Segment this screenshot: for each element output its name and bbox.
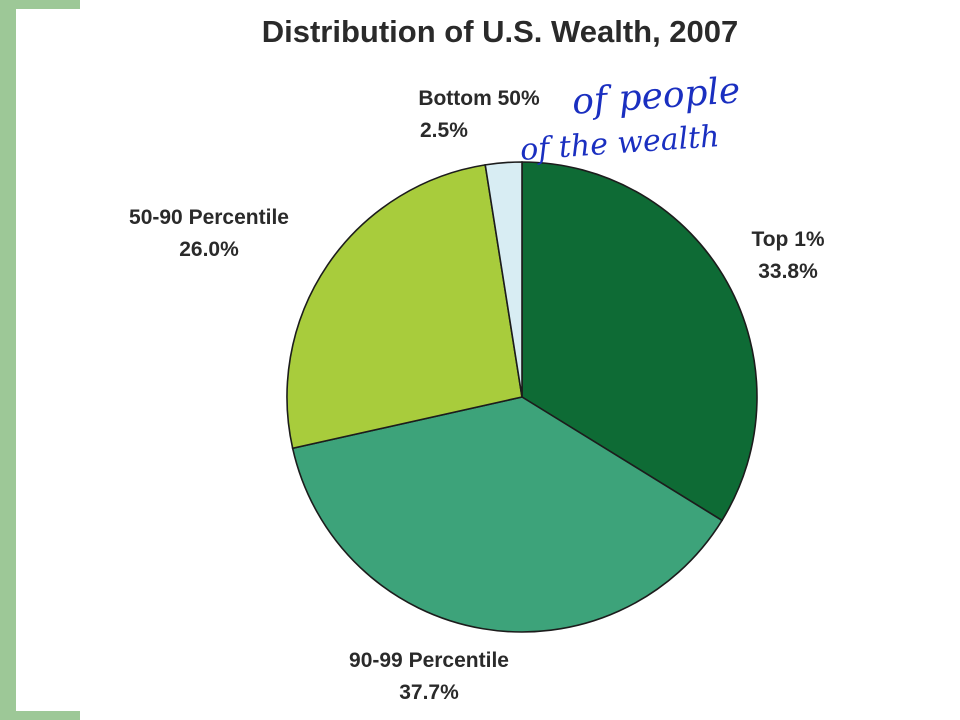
slice-label-text: 90-99 Percentile (349, 649, 509, 672)
pie-slice-90-99 (291, 396, 724, 633)
slice-label-top-1: Top 1% 33.8% (720, 224, 856, 288)
slice-value-label: 37.7% (399, 681, 459, 704)
slide-accent-bar-bottom (0, 711, 80, 720)
slice-value-label: 2.5% (420, 119, 468, 142)
slice-value-label: 26.0% (179, 238, 239, 261)
pie-slice-bottom-50 (484, 161, 523, 398)
slide-accent-bar-left (0, 0, 16, 720)
slice-label-text: 50-90 Percentile (129, 206, 289, 229)
slide-accent-bar-top (0, 0, 80, 9)
pie-slice-50-90 (286, 163, 523, 450)
pie-slice-top-1 (521, 161, 758, 522)
slice-label-bottom-50: Bottom 50% 2.5% (386, 83, 572, 147)
slice-value-label: 33.8% (758, 260, 818, 283)
slice-label-text: Bottom 50% (418, 87, 540, 110)
slice-label-90-99: 90-99 Percentile 37.7% (300, 645, 558, 709)
slice-label-50-90: 50-90 Percentile 26.0% (84, 202, 334, 266)
chart-title: Distribution of U.S. Wealth, 2007 (261, 14, 739, 49)
slice-label-text: Top 1% (751, 228, 825, 251)
